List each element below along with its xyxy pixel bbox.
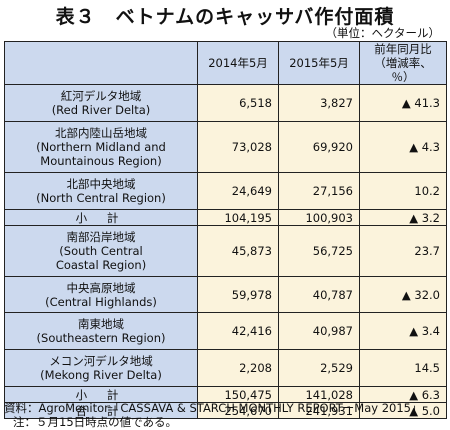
value-2014: 104,195 — [197, 209, 279, 226]
header-change: 前年同月比 （増減率、％） — [359, 41, 447, 85]
region-row: メコン河デルタ地域 (Mekong River Delta) 2,208 2,529… — [4, 349, 447, 387]
value-2015: 40,987 — [278, 312, 360, 350]
region-label: 小 計 — [4, 386, 198, 403]
change-rate: ▲ 6.3 — [359, 386, 447, 403]
region-row: 中央高原地域 (Central Highlands) 59,978 40,787 ▲ … — [4, 276, 447, 313]
region-label: 南部沿岸地域 (South Central Coastal Region) — [4, 225, 198, 277]
change-rate: 14.5 — [359, 349, 447, 387]
subtotal-row: 小 計 104,195 100,903 ▲ 3.2 — [4, 209, 447, 226]
value-2014: 24,649 — [197, 172, 279, 210]
total-row: 合 計 254,670 241,931 ▲ 5.0 — [4, 402, 447, 419]
region-label: 北部内陸山岳地域 (Northern Midland and Mountaino… — [4, 121, 198, 173]
change-rate: ▲ 3.2 — [359, 209, 447, 226]
subtotal-row: 小 計 150,475 141,028 ▲ 6.3 — [4, 386, 447, 403]
header-row: 2014年5月 2015年5月 前年同月比 （増減率、％） — [4, 41, 447, 85]
cassava-area-table: 2014年5月 2015年5月 前年同月比 （増減率、％） 紅河デルタ地域 (R… — [4, 41, 447, 419]
value-2015: 100,903 — [278, 209, 360, 226]
value-2015: 141,028 — [278, 386, 360, 403]
region-row: 南東地域 (Southeastern Region) 42,416 40,987 ▲ … — [4, 312, 447, 350]
value-2014: 59,978 — [197, 276, 279, 313]
value-2014: 6,518 — [197, 84, 279, 122]
region-label: 北部中央地域 (North Central Region) — [4, 172, 198, 210]
change-rate: ▲ 4.3 — [359, 121, 447, 173]
value-2014: 45,873 — [197, 225, 279, 277]
value-2014: 2,208 — [197, 349, 279, 387]
table-title: 表３ ベトナムのキャッサバ作付面積 — [55, 6, 395, 28]
change-rate: ▲ 32.0 — [359, 276, 447, 313]
region-label: 小 計 — [4, 209, 198, 226]
region-row: 北部内陸山岳地域 (Northern Midland and Mountaino… — [4, 121, 447, 173]
change-rate: 10.2 — [359, 172, 447, 210]
region-row: 紅河デルタ地域 (Red River Delta) 6,518 3,827 ▲ 41.… — [4, 84, 447, 122]
region-label: 合 計 — [4, 402, 198, 419]
value-2014: 42,416 — [197, 312, 279, 350]
footnote: 注：５月15日時点の値である。 — [13, 415, 178, 429]
header-2014: 2014年5月 — [197, 41, 279, 85]
value-2015: 241,931 — [278, 402, 360, 419]
value-2014: 254,670 — [197, 402, 279, 419]
value-2015: 40,787 — [278, 276, 360, 313]
value-2014: 150,475 — [197, 386, 279, 403]
header-region — [4, 41, 198, 85]
region-label: 南東地域 (Southeastern Region) — [4, 312, 198, 350]
region-row: 北部中央地域 (North Central Region) 24,649 27,15… — [4, 172, 447, 210]
value-2015: 69,920 — [278, 121, 360, 173]
region-row: 南部沿岸地域 (South Central Coastal Region) 45,… — [4, 225, 447, 277]
change-rate: 23.7 — [359, 225, 447, 277]
header-2015: 2015年5月 — [278, 41, 360, 85]
region-label: メコン河デルタ地域 (Mekong River Delta) — [4, 349, 198, 387]
value-2014: 73,028 — [197, 121, 279, 173]
change-rate: ▲ 41.3 — [359, 84, 447, 122]
region-label: 紅河デルタ地域 (Red River Delta) — [4, 84, 198, 122]
unit-label: （単位：ヘクタール） — [325, 26, 440, 40]
value-2015: 2,529 — [278, 349, 360, 387]
value-2015: 56,725 — [278, 225, 360, 277]
change-rate: ▲ 5.0 — [359, 402, 447, 419]
value-2015: 27,156 — [278, 172, 360, 210]
value-2015: 3,827 — [278, 84, 360, 122]
region-label: 中央高原地域 (Central Highlands) — [4, 276, 198, 313]
change-rate: ▲ 3.4 — [359, 312, 447, 350]
source-note: 資料：AgroMonitor「CASSAVA & STARCH MONTHLY … — [4, 401, 423, 415]
